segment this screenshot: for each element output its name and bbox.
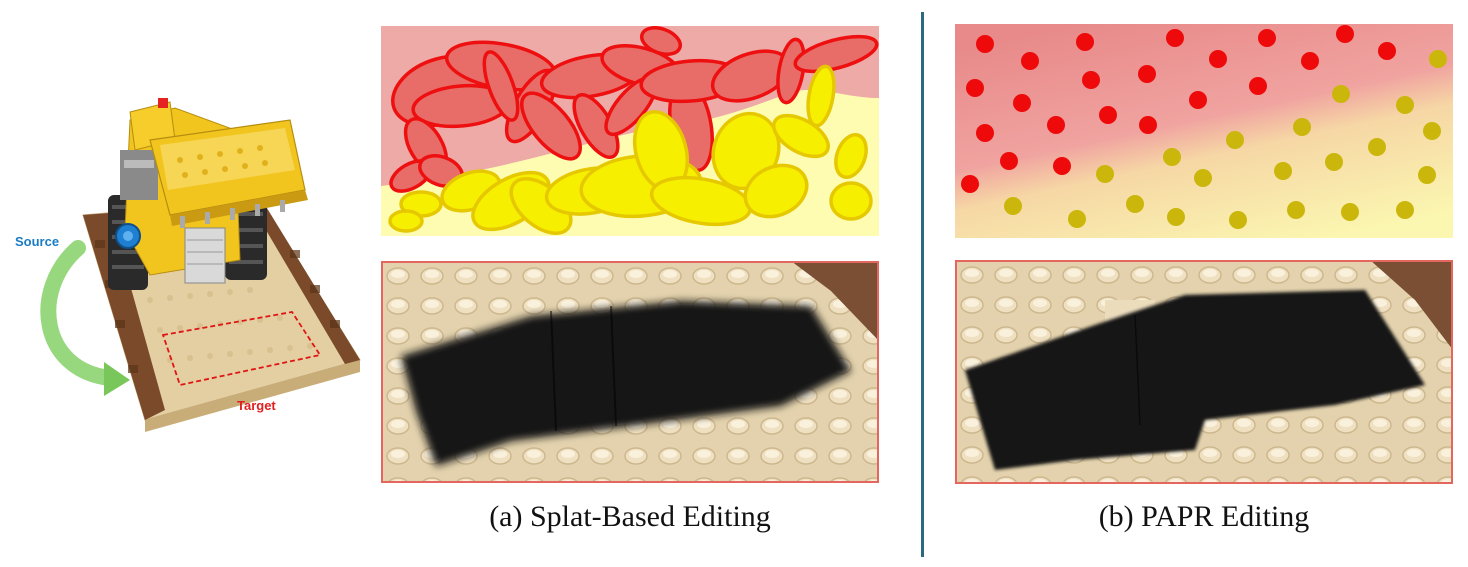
caption-papr-editing: (b) PAPR Editing: [1098, 500, 1310, 533]
panel-divider: [921, 12, 924, 557]
splat-edit-render: [381, 261, 879, 483]
splat-ellipses-panel: [381, 26, 879, 236]
papr-edit-render: [955, 260, 1453, 484]
papr-points-panel: [955, 24, 1453, 238]
source-label: Source: [15, 234, 60, 249]
target-label: Target: [237, 398, 276, 413]
caption-splat-based-editing: (a) Splat-Based Editing: [489, 500, 771, 533]
lego-scene-illustration: [0, 0, 370, 440]
